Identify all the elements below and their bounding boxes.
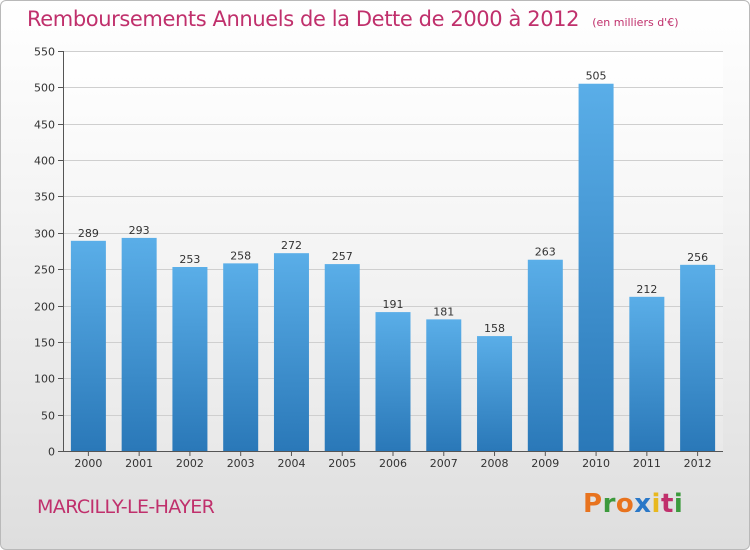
brand-logo: Proxiti <box>583 489 684 519</box>
x-tick-label: 2006 <box>379 457 407 470</box>
bar-2003 <box>223 263 259 451</box>
data-label: 191 <box>383 298 404 311</box>
y-tick-label: 350 <box>34 191 55 204</box>
bar-2008 <box>477 336 513 451</box>
bar-2011 <box>629 296 665 451</box>
y-tick-label: 500 <box>34 82 55 95</box>
bar-2012 <box>680 264 716 451</box>
y-tick-label: 0 <box>48 446 55 459</box>
y-tick-label: 200 <box>34 301 55 314</box>
bar-2000 <box>70 240 106 451</box>
chart-subtitle: (en milliers d'€) <box>592 16 679 29</box>
data-label: 257 <box>332 250 353 263</box>
y-tick-label: 450 <box>34 119 55 132</box>
x-tick-label: 2003 <box>227 457 255 470</box>
title-line: Remboursements Annuels de la Dette de 20… <box>27 7 678 31</box>
bar-2005 <box>324 264 360 451</box>
data-label: 212 <box>636 283 657 296</box>
data-label: 505 <box>586 70 607 83</box>
data-label: 289 <box>78 227 99 240</box>
bar-2001 <box>121 237 157 451</box>
x-tick-label: 2002 <box>176 457 204 470</box>
bar-2010 <box>578 83 614 452</box>
data-label: 181 <box>433 305 454 318</box>
bar-2002 <box>172 267 208 451</box>
x-tick-label: 2005 <box>328 457 356 470</box>
bar-2004 <box>273 253 309 451</box>
y-tick-label: 400 <box>34 155 55 168</box>
x-tick-label: 2011 <box>633 457 661 470</box>
y-tick-label: 50 <box>41 410 55 423</box>
chart-title: Remboursements Annuels de la Dette de 20… <box>27 7 580 31</box>
data-label: 272 <box>281 239 302 252</box>
data-label: 256 <box>687 251 708 264</box>
data-label: 253 <box>179 253 200 266</box>
y-tick-label: 100 <box>34 373 55 386</box>
bar-2006 <box>375 312 411 451</box>
x-tick-label: 2012 <box>684 457 712 470</box>
y-tick-label: 300 <box>34 228 55 241</box>
bar-2007 <box>426 319 462 451</box>
commune-name: MARCILLY-LE-HAYER <box>37 496 215 518</box>
x-tick-label: 2010 <box>582 457 610 470</box>
y-tick-label: 250 <box>34 264 55 277</box>
x-tick-label: 2008 <box>481 457 509 470</box>
data-label: 293 <box>129 224 150 237</box>
x-tick-label: 2009 <box>531 457 559 470</box>
bar-2009 <box>527 259 563 451</box>
y-tick-label: 550 <box>34 46 55 59</box>
data-label: 158 <box>484 322 505 335</box>
x-tick-label: 2000 <box>74 457 102 470</box>
x-tick-label: 2007 <box>430 457 458 470</box>
y-tick-label: 150 <box>34 337 55 350</box>
data-label: 263 <box>535 246 556 259</box>
x-tick-label: 2001 <box>125 457 153 470</box>
x-tick-label: 2004 <box>277 457 305 470</box>
data-label: 258 <box>230 249 251 262</box>
